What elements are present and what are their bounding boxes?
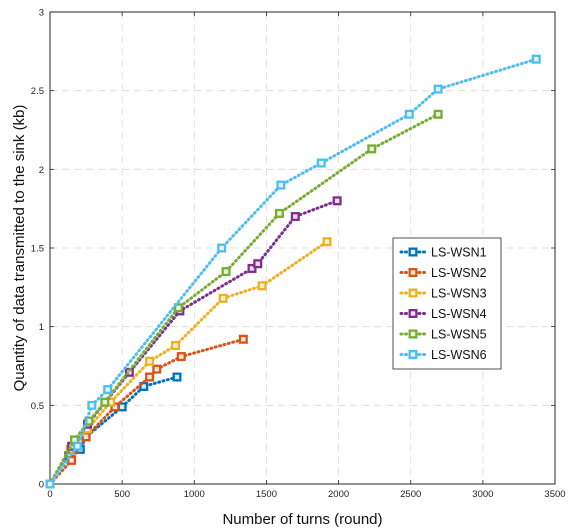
data-point <box>106 397 116 407</box>
data-point <box>103 385 113 395</box>
y-tick-label: 0 <box>39 480 44 491</box>
data-point <box>45 479 55 489</box>
legend-marker <box>408 350 418 359</box>
data-point <box>218 293 228 303</box>
data-point <box>247 263 257 273</box>
data-point <box>367 144 377 154</box>
data-point <box>316 158 326 168</box>
legend-label: LS-WSN2 <box>431 266 487 280</box>
data-point <box>171 341 181 351</box>
legend-box <box>392 237 502 370</box>
data-point <box>124 367 134 377</box>
data-point <box>83 424 93 434</box>
data-point <box>67 455 77 465</box>
data-point <box>274 208 284 218</box>
data-point <box>176 352 186 362</box>
data-point <box>172 372 182 382</box>
data-point <box>81 432 91 442</box>
y-tick-label: 1 <box>39 322 44 333</box>
y-tick-label: 3 <box>39 8 44 19</box>
data-point <box>70 435 80 445</box>
x-tick-label: 500 <box>114 489 130 500</box>
data-point <box>404 109 414 119</box>
data-point <box>221 267 231 277</box>
data-point <box>290 212 300 222</box>
series-line <box>48 57 538 486</box>
data-point <box>145 372 155 382</box>
x-tick-label: 0 <box>47 489 52 500</box>
legend-item: LS-WSN2 <box>399 266 487 280</box>
data-point <box>257 281 267 291</box>
data-point <box>67 441 77 451</box>
series-group <box>45 54 541 489</box>
grid <box>50 12 555 484</box>
data-point <box>238 334 248 344</box>
legend-item: LS-WSN6 <box>399 348 487 362</box>
data-point <box>173 303 183 313</box>
legend-label: LS-WSN5 <box>431 328 487 342</box>
data-point <box>139 381 149 391</box>
legend-marker <box>408 247 418 257</box>
data-point <box>332 196 342 206</box>
data-point <box>110 402 120 412</box>
data-point <box>72 441 82 451</box>
data-point <box>217 243 227 253</box>
legend-marker <box>408 309 418 318</box>
x-tick-label: 3000 <box>472 489 493 500</box>
data-point <box>433 84 443 94</box>
data-point <box>253 259 263 269</box>
data-point <box>433 109 443 119</box>
x-tick-label: 3500 <box>544 489 565 500</box>
series-line <box>48 112 440 486</box>
data-point <box>100 397 110 407</box>
x-axis-label: Number of turns (round) <box>222 511 382 528</box>
legend-marker <box>408 288 418 298</box>
legend-marker <box>408 268 418 277</box>
legend-marker <box>408 329 418 339</box>
legend: LS-WSN1 LS-WSN2 LS-WSN3 LS-WSN4 LS-WSN5 LS-WS… <box>392 237 502 370</box>
x-tick-label: 2000 <box>328 489 349 500</box>
data-point <box>152 364 162 374</box>
data-point <box>531 54 541 64</box>
legend-item: LS-WSN4 <box>399 307 487 321</box>
data-point <box>87 400 97 410</box>
series-ls-wsn6 <box>45 54 541 489</box>
data-point <box>145 356 155 366</box>
data-point <box>276 180 286 190</box>
y-tick-label: 0.5 <box>31 401 44 412</box>
legend-item: LS-WSN5 <box>399 328 487 342</box>
axis-ticks: 0 500 1000 1500 2000 2500 3000 3500 0 0.5 1 1.5 2 2.5… <box>31 8 566 501</box>
x-tick-label: 1500 <box>256 489 277 500</box>
data-point <box>117 402 127 412</box>
y-tick-label: 2.5 <box>31 86 44 97</box>
x-tick-label: 1000 <box>184 489 205 500</box>
legend-label: LS-WSN4 <box>431 307 487 321</box>
legend-item: LS-WSN3 <box>399 287 487 301</box>
data-point <box>64 451 74 461</box>
y-axis-label: Quantity of data transmitted to the sink… <box>11 105 28 392</box>
legend-item: LS-WSN1 <box>399 246 487 260</box>
legend-label: LS-WSN3 <box>431 287 487 301</box>
legend-label: LS-WSN6 <box>431 348 487 362</box>
y-tick-label: 2 <box>39 165 44 176</box>
data-point <box>84 416 94 426</box>
y-tick-label: 1.5 <box>31 244 44 255</box>
data-point <box>322 237 332 247</box>
legend-label: LS-WSN1 <box>431 246 487 260</box>
x-tick-label: 2500 <box>400 489 421 500</box>
